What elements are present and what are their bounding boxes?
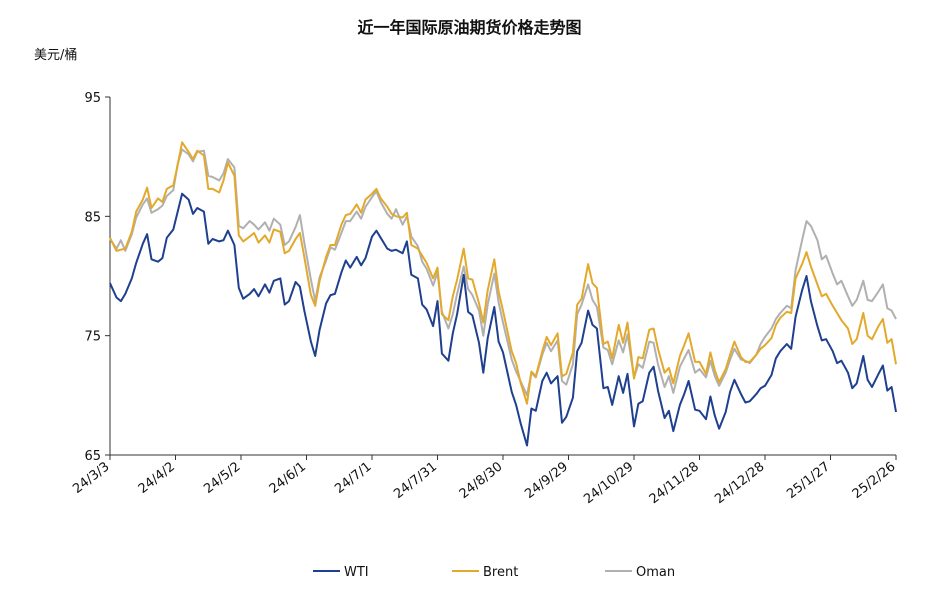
x-tick-label: 24/8/30 — [457, 459, 506, 502]
x-tick-label: 25/1/27 — [784, 459, 833, 502]
legend-label-oman: Oman — [636, 565, 675, 580]
legend-label-wti: WTI — [344, 565, 369, 580]
x-tick-label: 24/11/28 — [647, 459, 702, 507]
y-tick-label: 65 — [84, 449, 101, 464]
x-tick-label: 24/4/2 — [136, 459, 178, 497]
x-tick-label: 24/3/3 — [70, 459, 112, 497]
x-tick-label: 24/12/28 — [712, 459, 767, 507]
x-tick-label: 24/5/2 — [201, 459, 243, 497]
series-line-oman — [109, 148, 897, 397]
x-tick-label: 24/7/1 — [332, 459, 374, 497]
x-tick-label: 24/6/1 — [267, 459, 309, 497]
y-tick-label: 85 — [84, 210, 101, 225]
x-tick-label: 24/10/29 — [581, 459, 636, 507]
series-line-wti — [109, 192, 897, 447]
legend-label-brent: Brent — [483, 565, 518, 580]
x-tick-label: 24/9/29 — [522, 459, 571, 502]
series-line-brent — [109, 141, 897, 405]
y-tick-label: 75 — [84, 330, 101, 345]
y-axis-unit-label: 美元/桶 — [34, 48, 78, 63]
chart-title: 近一年国际原油期货价格走势图 — [357, 18, 582, 37]
x-tick-label: 25/2/26 — [850, 459, 899, 502]
y-tick-label: 95 — [84, 91, 101, 106]
x-tick-label: 24/7/31 — [391, 459, 440, 502]
